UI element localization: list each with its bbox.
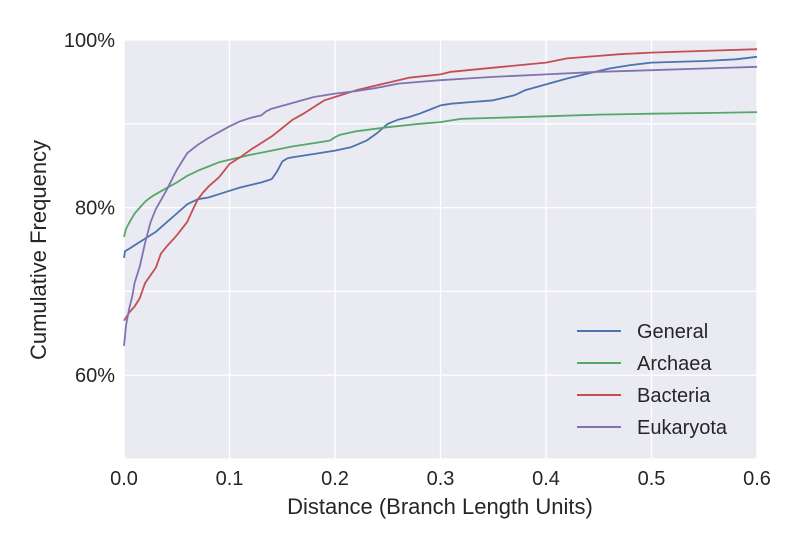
- y-tick-label: 60%: [75, 365, 115, 387]
- legend: General Archaea Bacteria Eukaryota: [577, 321, 728, 439]
- x-tick-labels: 0.0 0.1 0.2 0.3 0.4 0.5 0.6: [110, 468, 771, 490]
- x-tick-label: 0.3: [427, 468, 455, 490]
- x-axis-title: Distance (Branch Length Units): [287, 494, 593, 519]
- y-tick-label: 80%: [75, 198, 115, 220]
- series-line-archaea: [123, 111, 758, 238]
- x-tick-label: 0.2: [321, 468, 349, 490]
- legend-label-archaea: Archaea: [637, 353, 712, 375]
- x-tick-label: 0.5: [638, 468, 666, 490]
- legend-label-eukaryota: Eukaryota: [637, 417, 728, 439]
- legend-label-bacteria: Bacteria: [637, 385, 711, 407]
- x-tick-label: 0.1: [216, 468, 244, 490]
- y-axis-title: Cumulative Frequency: [26, 140, 51, 360]
- series-line-general: [123, 55, 758, 259]
- legend-label-general: General: [637, 321, 708, 343]
- series-line-bacteria: [123, 48, 758, 322]
- y-tick-labels: 60% 80% 100%: [64, 30, 115, 387]
- y-tick-label: 100%: [64, 30, 115, 52]
- x-tick-label: 0.6: [743, 468, 771, 490]
- grid: [123, 39, 758, 460]
- series-lines: [123, 48, 758, 346]
- x-tick-label: 0.0: [110, 468, 138, 490]
- series-line-eukaryota: [123, 65, 758, 346]
- x-tick-label: 0.4: [532, 468, 560, 490]
